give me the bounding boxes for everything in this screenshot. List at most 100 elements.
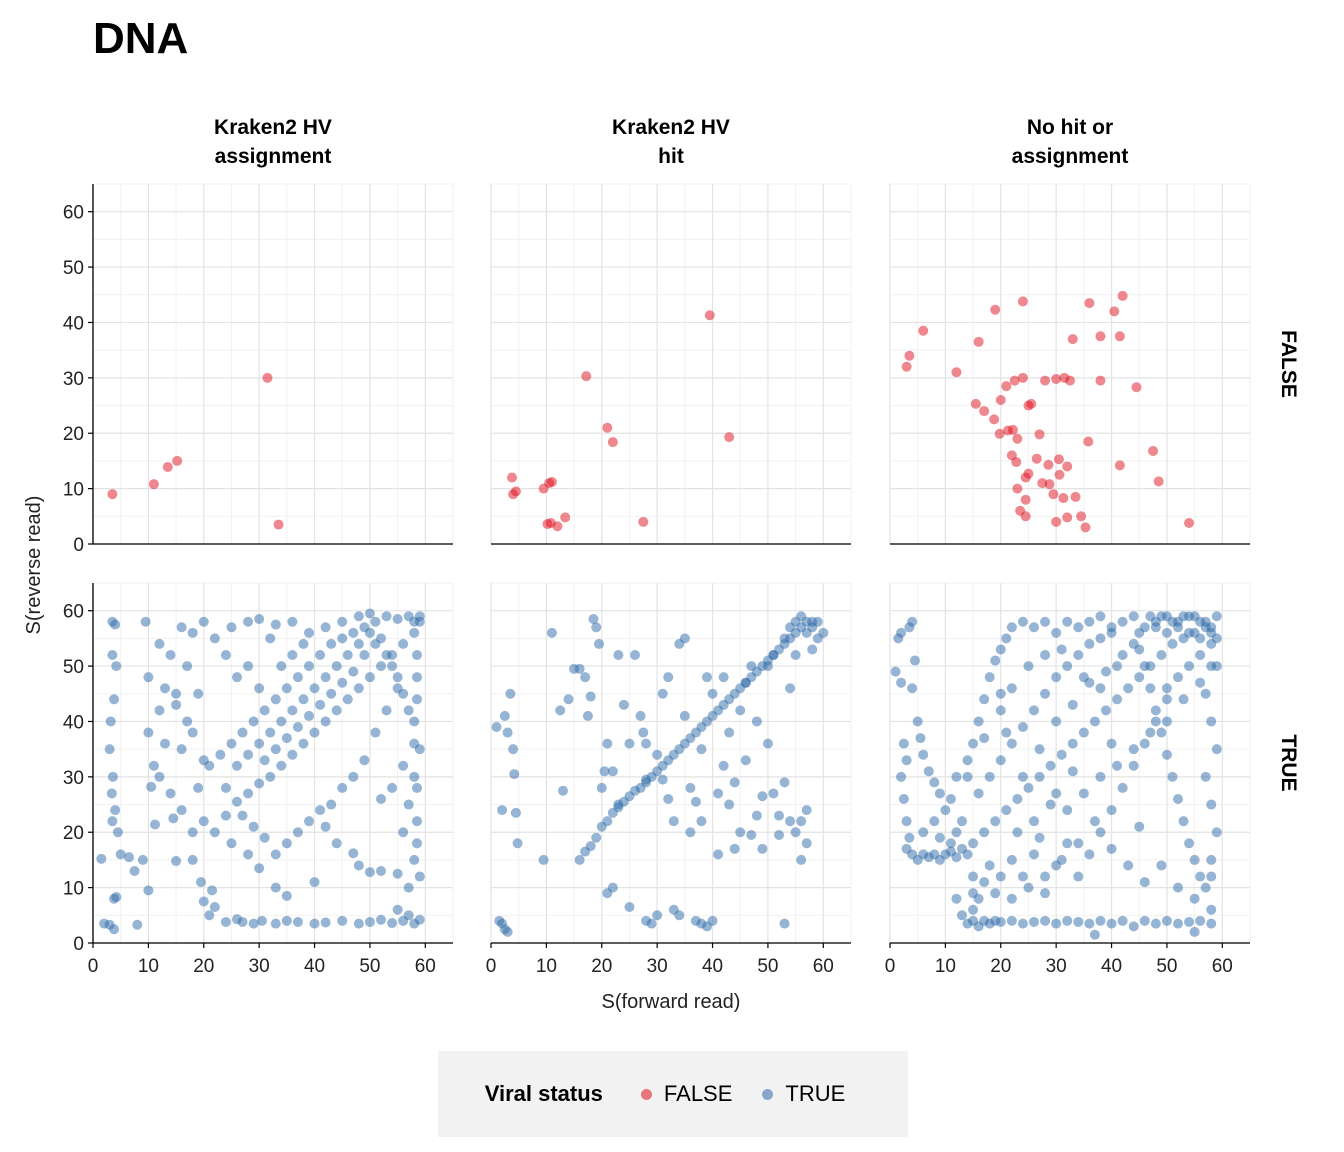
data-point-true (979, 827, 990, 838)
data-point-true (320, 622, 331, 633)
data-point-true (718, 672, 729, 683)
data-point-true (1161, 694, 1172, 705)
data-point-true (929, 777, 940, 788)
x-tick-label: 10 (935, 956, 956, 977)
data-point-true (762, 738, 773, 749)
data-point-true (215, 749, 226, 760)
data-point-true (1051, 716, 1062, 727)
data-point-true (1167, 616, 1178, 627)
data-point-false (1080, 522, 1091, 533)
data-point-true (1173, 672, 1183, 683)
data-point-true (364, 608, 375, 619)
data-point-true (1117, 915, 1128, 926)
data-point-false (1001, 381, 1012, 392)
data-point-true (1023, 882, 1034, 893)
data-point-false (1114, 331, 1125, 342)
data-point-true (304, 710, 314, 721)
data-point-true (1023, 782, 1034, 793)
data-point-true (790, 827, 801, 838)
data-point-true (779, 777, 790, 788)
data-point-true (1001, 633, 1012, 644)
data-point-true (281, 683, 292, 694)
data-point-true (1145, 727, 1156, 738)
data-point-true (779, 633, 790, 644)
data-point-true (599, 766, 610, 777)
data-point-true (298, 738, 309, 749)
y-tick-label: 10 (63, 879, 84, 900)
data-point-true (574, 854, 585, 865)
data-point-true (613, 650, 624, 660)
data-point-true (801, 627, 812, 638)
data-point-true (1029, 849, 1039, 860)
data-point-true (154, 638, 165, 649)
data-point-true (398, 760, 409, 771)
data-point-true (1095, 683, 1106, 694)
data-point-true (585, 691, 596, 702)
data-point-false (1058, 493, 1069, 504)
data-point-true (1006, 622, 1017, 633)
data-point-true (990, 888, 1001, 899)
data-point-true (412, 816, 422, 827)
x-tick-label: 0 (486, 956, 497, 977)
data-point-true (342, 650, 353, 660)
data-point-true (276, 716, 287, 727)
y-tick-label: 20 (63, 424, 84, 445)
data-point-true (1189, 893, 1200, 904)
data-point-true (1139, 738, 1150, 749)
data-point-true (281, 838, 292, 849)
data-point-true (254, 863, 265, 874)
data-point-true (337, 677, 348, 688)
data-point-true (588, 614, 599, 624)
data-point-true (146, 781, 157, 792)
data-point-true (140, 616, 151, 627)
data-point-true (1106, 918, 1117, 929)
data-point-true (398, 827, 409, 838)
data-point-true (702, 672, 712, 683)
data-point-true (962, 755, 973, 766)
data-point-true (624, 738, 635, 749)
x-tick-label: 10 (138, 956, 159, 977)
data-point-true (1040, 616, 1051, 627)
data-point-true (110, 805, 121, 816)
data-point-true (1200, 688, 1211, 699)
data-point-true (364, 627, 375, 638)
data-point-false (704, 310, 715, 321)
data-point-true (132, 919, 143, 930)
data-point-true (220, 782, 231, 793)
data-point-true (182, 716, 193, 727)
data-point-true (292, 916, 303, 927)
data-point-true (907, 616, 918, 627)
data-point-true (287, 749, 298, 760)
data-point-true (918, 827, 929, 838)
data-point-true (412, 672, 422, 683)
data-point-true (1095, 633, 1106, 644)
data-point-false (607, 437, 618, 448)
data-point-true (901, 755, 912, 766)
data-point-true (412, 838, 422, 849)
data-point-true (143, 672, 154, 683)
data-point-true (1073, 916, 1084, 927)
data-point-true (104, 744, 115, 755)
data-point-true (1067, 738, 1078, 749)
x-tick-label: 30 (647, 956, 668, 977)
data-point-false (1131, 382, 1142, 393)
data-point-true (1051, 918, 1062, 929)
data-point-true (641, 738, 652, 749)
data-point-true (785, 683, 796, 694)
data-point-true (248, 716, 259, 727)
data-point-true (171, 688, 182, 699)
data-point-true (607, 766, 618, 777)
data-point-true (270, 882, 281, 893)
data-point-false (1012, 483, 1023, 494)
data-point-true (1095, 915, 1106, 926)
data-point-true (896, 677, 907, 688)
data-point-true (968, 838, 979, 849)
data-point-false (1109, 306, 1120, 317)
data-point-true (248, 918, 259, 929)
data-point-true (1106, 627, 1117, 638)
data-point-true (1089, 716, 1100, 727)
y-tick-label: 50 (63, 258, 84, 279)
data-point-true (652, 910, 663, 921)
data-point-true (353, 860, 364, 871)
data-point-true (538, 854, 549, 865)
